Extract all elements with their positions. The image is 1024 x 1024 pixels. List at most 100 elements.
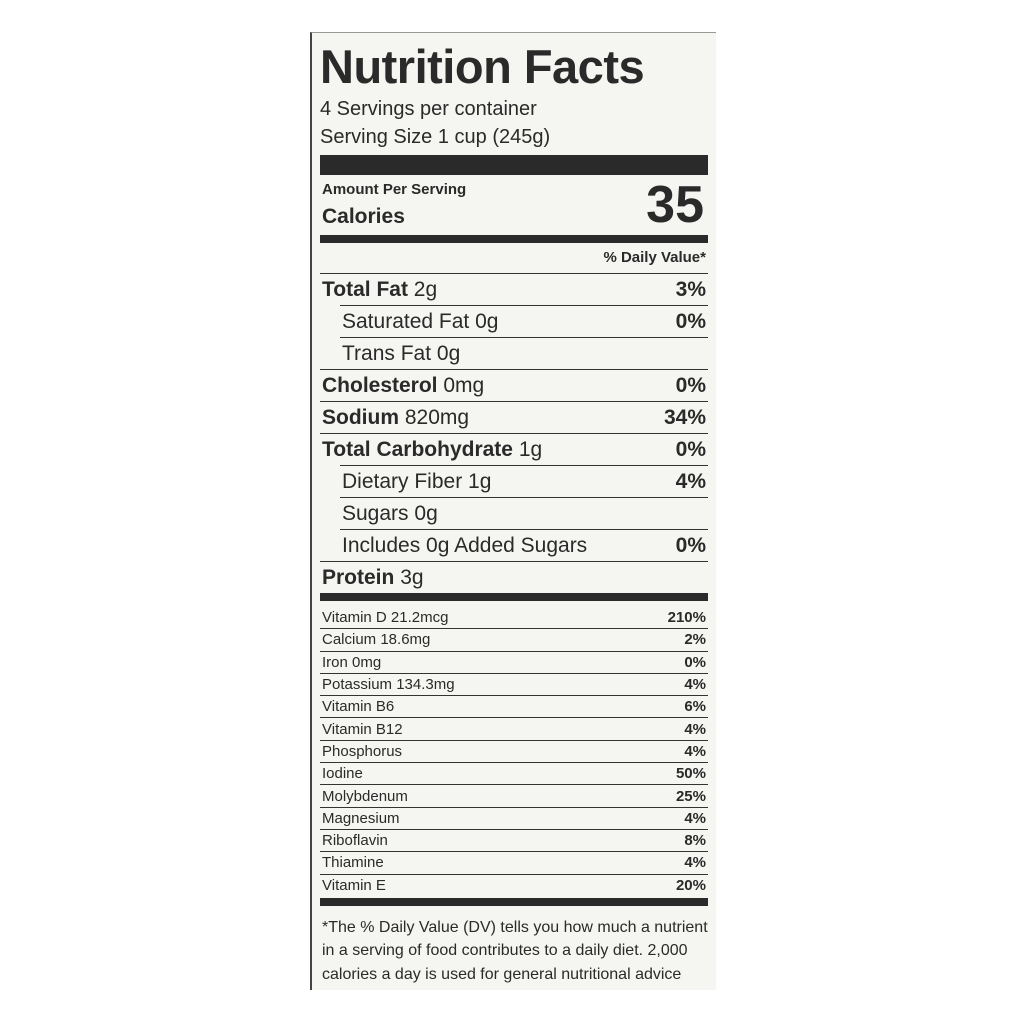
vitamin-row: Phosphorus 4% xyxy=(320,739,708,762)
nutrient-name: Dietary Fiber 1g xyxy=(342,470,491,494)
nutrient-label: Cholesterol xyxy=(322,373,438,397)
nutrient-label: Sodium xyxy=(322,405,399,429)
nutrient-daily-value: 3% xyxy=(675,277,706,301)
medium-divider xyxy=(320,593,708,601)
medium-divider xyxy=(320,897,708,906)
nutrient-daily-value: 0% xyxy=(675,437,706,461)
nutrient-label: Total Fat xyxy=(322,277,408,301)
vitamin-list: Vitamin D 21.2mcg 210% Calcium 18.6mg 2% Iro… xyxy=(320,607,708,896)
nutrient-label: Sugars xyxy=(342,501,409,525)
vitamin-name: Riboflavin xyxy=(322,832,388,850)
vitamin-daily-value: 4% xyxy=(684,720,706,738)
thick-divider xyxy=(320,155,708,175)
vitamin-name: Iodine xyxy=(322,765,363,783)
vitamin-daily-value: 210% xyxy=(667,609,706,627)
nutrient-daily-value: 0% xyxy=(675,309,706,333)
vitamin-row: Vitamin E 20% xyxy=(320,873,708,896)
vitamin-name: Calcium 18.6mg xyxy=(322,631,431,649)
nutrient-name: Includes 0g Added Sugars xyxy=(342,534,587,558)
vitamin-daily-value: 6% xyxy=(684,698,706,716)
vitamin-name: Phosphorus xyxy=(322,742,403,760)
vitamin-name: Vitamin D 21.2mcg xyxy=(322,609,449,627)
vitamin-row: Iron 0mg 0% xyxy=(320,650,708,673)
medium-divider xyxy=(320,235,708,243)
daily-value-header: % Daily Value* xyxy=(603,249,706,266)
nutrient-row: Saturated Fat 0g 0% xyxy=(340,305,708,337)
vitamin-name: Vitamin B12 xyxy=(322,720,403,738)
nutrient-amount: 1g xyxy=(518,437,543,461)
nutrient-amount: 3g xyxy=(400,565,424,589)
vitamin-daily-value: 20% xyxy=(675,876,706,894)
footnote: *The % Daily Value (DV) tells you how mu… xyxy=(322,918,708,983)
vitamin-name: Molybdenum xyxy=(322,787,408,805)
nutrient-amount: 0g xyxy=(475,309,499,333)
nutrient-label: Dietary Fiber xyxy=(342,469,463,493)
vitamin-row: Vitamin D 21.2mcg 210% xyxy=(320,607,708,628)
vitamin-row: Potassium 134.3mg 4% xyxy=(320,672,708,695)
nutrition-facts-label: Nutrition Facts 4 Servings per container… xyxy=(310,32,716,990)
vitamin-row: Calcium 18.6mg 2% xyxy=(320,628,708,650)
nutrient-row: Total Fat 2g 3% xyxy=(320,273,708,305)
calories-section: Amount Per Serving Calories 35 xyxy=(320,175,708,235)
nutrient-daily-value: 0% xyxy=(675,533,706,557)
nutrient-daily-value: 0% xyxy=(675,373,706,397)
nutrient-label: Protein xyxy=(322,565,395,589)
nutrient-label: Total Carbohydrate xyxy=(322,437,513,461)
nutrient-amount: 1g xyxy=(468,469,492,493)
vitamin-daily-value: 8% xyxy=(684,832,706,850)
nutrient-label: Includes 0g Added Sugars xyxy=(342,533,588,557)
nutrient-label: Trans Fat xyxy=(342,341,432,365)
vitamin-row: Magnesium 4% xyxy=(320,806,708,829)
label-title: Nutrition Facts xyxy=(320,40,645,93)
nutrient-name: Sodium 820mg xyxy=(322,406,469,430)
calories-label: Calories xyxy=(322,205,405,228)
nutrient-amount: 0mg xyxy=(443,373,485,397)
nutrient-row: Sodium 820mg 34% xyxy=(320,401,708,433)
vitamin-daily-value: 4% xyxy=(684,676,706,694)
nutrient-row: Dietary Fiber 1g 4% xyxy=(340,465,708,497)
vitamin-name: Vitamin B6 xyxy=(322,698,395,716)
vitamin-daily-value: 0% xyxy=(684,653,706,671)
vitamin-name: Magnesium xyxy=(322,809,400,827)
nutrient-name: Protein 3g xyxy=(322,566,424,590)
vitamin-row: Vitamin B6 6% xyxy=(320,695,708,717)
nutrient-amount: 2g xyxy=(413,277,438,301)
vitamin-name: Thiamine xyxy=(322,854,384,872)
nutrient-amount: 820mg xyxy=(404,405,470,429)
vitamin-row: Thiamine 4% xyxy=(320,851,708,873)
nutrient-list: Total Fat 2g 3% Saturated Fat 0g 0% Trans Fa… xyxy=(320,273,708,593)
vitamin-daily-value: 4% xyxy=(684,809,706,827)
nutrient-amount: 0g xyxy=(414,501,438,525)
calories-value: 35 xyxy=(646,176,704,234)
nutrient-name: Total Fat 2g xyxy=(322,278,437,302)
nutrient-daily-value: 4% xyxy=(675,469,706,493)
nutrient-row: Total Carbohydrate 1g 0% xyxy=(320,433,708,465)
nutrient-name: Saturated Fat 0g xyxy=(342,310,498,334)
nutrient-row: Sugars 0g xyxy=(340,497,708,529)
nutrient-label: Saturated Fat xyxy=(342,309,470,333)
vitamin-daily-value: 2% xyxy=(684,631,706,649)
nutrient-name: Cholesterol 0mg xyxy=(322,374,484,398)
nutrient-name: Total Carbohydrate 1g xyxy=(322,438,542,462)
serving-size: Serving Size 1 cup (245g) xyxy=(320,126,551,148)
vitamin-daily-value: 4% xyxy=(684,854,706,872)
vitamin-name: Iron 0mg xyxy=(322,653,382,671)
servings-per-container: 4 Servings per container xyxy=(320,98,537,120)
nutrient-row: Cholesterol 0mg 0% xyxy=(320,369,708,401)
vitamin-daily-value: 25% xyxy=(675,787,706,805)
vitamin-row: Vitamin B12 4% xyxy=(320,717,708,739)
vitamin-row: Riboflavin 8% xyxy=(320,828,708,851)
vitamin-row: Molybdenum 25% xyxy=(320,784,708,806)
vitamin-name: Vitamin E xyxy=(322,876,386,894)
vitamin-daily-value: 50% xyxy=(675,765,706,783)
vitamin-name: Potassium 134.3mg xyxy=(322,676,455,694)
nutrient-amount: 0g xyxy=(436,341,461,365)
nutrient-row: Protein 3g xyxy=(320,561,708,593)
nutrient-daily-value: 34% xyxy=(663,405,706,429)
vitamin-daily-value: 4% xyxy=(684,742,706,760)
nutrient-row: Includes 0g Added Sugars 0% xyxy=(340,529,708,561)
nutrient-row: Trans Fat 0g xyxy=(340,337,708,369)
amount-per-serving: Amount Per Serving xyxy=(322,181,467,198)
nutrient-name: Sugars 0g xyxy=(342,502,438,526)
nutrient-name: Trans Fat 0g xyxy=(342,342,460,366)
